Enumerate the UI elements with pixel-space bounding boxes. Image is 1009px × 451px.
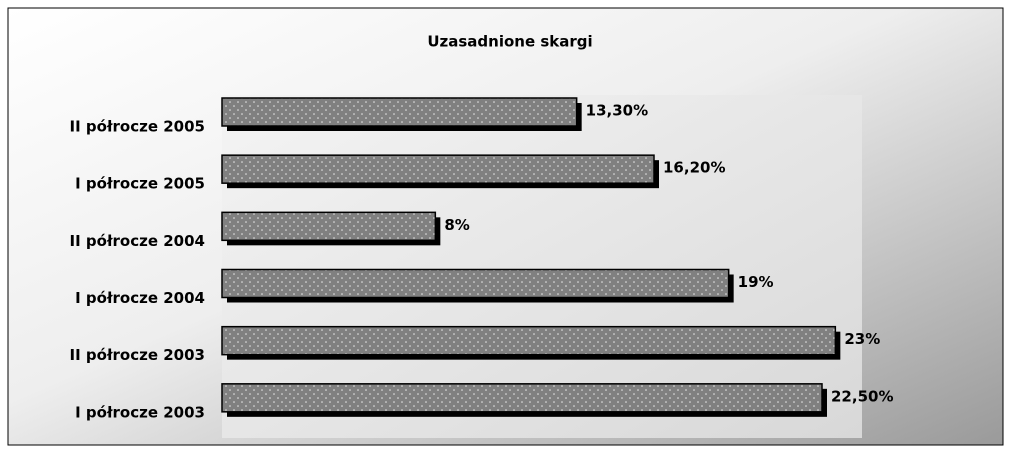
value-label: 23% (844, 330, 880, 348)
bar (221, 97, 578, 127)
value-label: 22,50% (831, 387, 893, 405)
y-tick-label: I półrocze 2005 (75, 175, 205, 193)
value-label: 13,30% (586, 102, 648, 120)
bar (221, 211, 437, 242)
plot-area (222, 95, 862, 438)
value-label: 16,20% (663, 159, 725, 177)
y-tick-label: II półrocze 2005 (70, 118, 205, 136)
y-tick-label: I półrocze 2004 (75, 289, 205, 307)
bar (221, 154, 655, 184)
y-tick-label: II półrocze 2003 (70, 346, 205, 364)
chart-title: Uzasadnione skargi (427, 33, 592, 51)
y-tick-label: II półrocze 2004 (70, 232, 205, 250)
bar (221, 383, 823, 413)
bars: II półrocze 2005 13,30% I półrocze 2005 16,… (70, 97, 893, 421)
bar (221, 325, 837, 356)
y-tick-label: I półrocze 2003 (75, 403, 205, 421)
value-label: 8% (444, 216, 469, 234)
bar (221, 268, 730, 299)
value-label: 19% (738, 273, 774, 291)
